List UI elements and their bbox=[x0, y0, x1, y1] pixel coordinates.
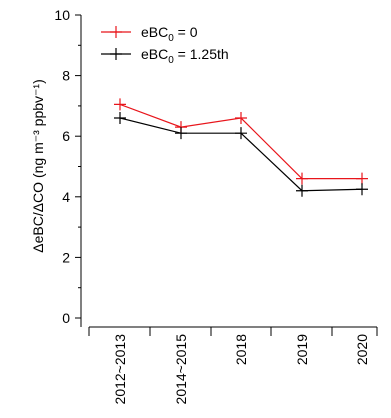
y-tick-label: 6 bbox=[62, 128, 70, 144]
data-point-marker bbox=[114, 98, 126, 111]
series-group bbox=[114, 98, 368, 197]
legend-marker bbox=[110, 26, 122, 38]
y-ticks: 0 2 4 6 8 10 bbox=[54, 7, 81, 326]
y-tick-label: 8 bbox=[62, 68, 70, 84]
data-point-marker bbox=[296, 184, 308, 197]
data-point-marker bbox=[356, 183, 368, 196]
y-tick-label: 4 bbox=[62, 189, 70, 205]
data-point-marker bbox=[175, 127, 187, 140]
legend-marker bbox=[110, 48, 122, 60]
data-point-marker bbox=[235, 112, 247, 125]
legend-label: eBC0 = 0 bbox=[141, 24, 198, 44]
x-tick-label: 2020 bbox=[354, 334, 370, 365]
data-point-marker bbox=[114, 112, 126, 125]
x-ticks: 2012~2013 2014~2015 2018 2019 2020 bbox=[88, 327, 378, 405]
axes bbox=[80, 15, 377, 328]
data-point-marker bbox=[356, 172, 368, 185]
legend-label: eBC0 = 1.25th bbox=[141, 46, 229, 66]
x-tick-label: 2012~2013 bbox=[112, 334, 128, 405]
y-axis-label: ΔeBC/ΔCO (ng m⁻³ ppbv⁻¹) bbox=[30, 79, 46, 253]
data-point-marker bbox=[296, 172, 308, 185]
x-tick-label: 2019 bbox=[294, 334, 310, 365]
x-tick-label: 2018 bbox=[233, 334, 249, 365]
data-point-marker bbox=[235, 127, 247, 140]
x-tick-label: 2014~2015 bbox=[173, 334, 189, 405]
y-tick-label: 2 bbox=[62, 249, 70, 265]
y-tick-label: 0 bbox=[62, 310, 70, 326]
y-tick-label: 10 bbox=[54, 7, 70, 23]
